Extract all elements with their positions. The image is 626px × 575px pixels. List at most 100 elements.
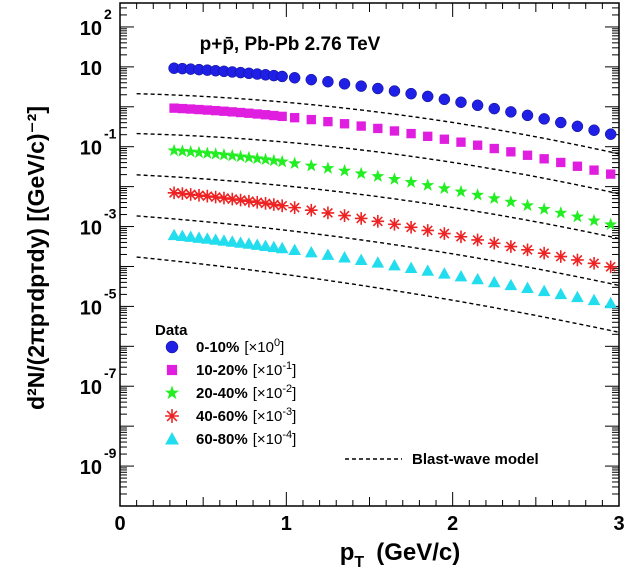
data-point bbox=[269, 110, 279, 121]
data-point bbox=[267, 153, 281, 167]
legend-scale-exponent: -4 bbox=[282, 429, 292, 441]
data-point bbox=[504, 240, 518, 253]
data-point bbox=[338, 164, 352, 177]
data-point bbox=[421, 224, 435, 237]
data-point bbox=[234, 193, 247, 207]
data-point bbox=[587, 256, 601, 270]
data-point bbox=[387, 172, 401, 185]
legend-scale: [×10 bbox=[253, 408, 283, 425]
y-tick-exponent: -1 bbox=[104, 126, 117, 142]
data-point bbox=[354, 212, 368, 225]
data-point bbox=[304, 158, 318, 172]
data-point bbox=[604, 296, 618, 309]
y-tick-exponent: -3 bbox=[104, 206, 117, 222]
data-point bbox=[242, 237, 256, 249]
data-point bbox=[267, 198, 281, 211]
data-point bbox=[354, 253, 368, 265]
data-point bbox=[217, 148, 231, 161]
model-curve bbox=[136, 174, 620, 240]
data-point bbox=[192, 231, 206, 243]
chart-title: p+p̄, Pb-Pb 2.76 TeV bbox=[200, 34, 381, 55]
data-point bbox=[504, 278, 518, 291]
y-tick-label: 10 bbox=[80, 18, 102, 40]
data-point bbox=[439, 134, 450, 144]
data-point bbox=[304, 203, 318, 217]
data-point bbox=[267, 240, 281, 253]
legend-scale-exponent: -1 bbox=[282, 360, 292, 372]
data-point bbox=[209, 233, 222, 245]
data-point bbox=[339, 119, 350, 129]
data-point bbox=[355, 80, 367, 92]
data-point bbox=[210, 105, 221, 116]
x-axis-label-main: p bbox=[340, 539, 355, 566]
data-point bbox=[167, 228, 181, 241]
legend-entries: 0-10% [×100]10-20% [×10-1]20-40% [×10-2]40-… bbox=[164, 337, 296, 448]
data-point bbox=[209, 190, 222, 204]
data-point bbox=[604, 260, 618, 274]
legend-marker bbox=[164, 385, 180, 400]
data-point bbox=[521, 243, 534, 257]
data-point bbox=[554, 206, 568, 219]
y-tick-label: 10 bbox=[80, 58, 102, 80]
data-point bbox=[275, 154, 289, 168]
data-point bbox=[456, 137, 466, 147]
data-point bbox=[554, 250, 568, 263]
x-tick-label: 2 bbox=[447, 513, 458, 535]
data-point bbox=[194, 104, 204, 115]
data-point bbox=[252, 109, 262, 119]
data-point bbox=[471, 99, 484, 112]
data-point bbox=[225, 148, 239, 162]
data-point bbox=[488, 102, 500, 115]
data-point bbox=[276, 70, 288, 83]
data-point bbox=[454, 230, 468, 244]
data-point bbox=[372, 82, 384, 95]
data-point bbox=[438, 227, 451, 240]
data-point bbox=[538, 113, 550, 125]
data-point bbox=[572, 161, 583, 171]
data-point bbox=[520, 198, 535, 212]
data-point bbox=[201, 232, 214, 244]
data-point bbox=[338, 78, 351, 90]
data-point bbox=[421, 264, 435, 276]
data-point bbox=[321, 248, 335, 260]
legend-scale-exponent: -2 bbox=[282, 383, 292, 395]
data-point bbox=[389, 126, 400, 136]
data-point bbox=[322, 75, 334, 88]
data-point bbox=[371, 256, 385, 268]
x-tick-label: 0 bbox=[114, 513, 125, 535]
legend-scale: [×10 bbox=[253, 362, 283, 379]
data-point bbox=[177, 103, 188, 114]
data-point bbox=[587, 293, 601, 306]
legend-scale-close: ] bbox=[292, 431, 296, 448]
data-point bbox=[421, 90, 434, 103]
y-tick-exponent: -7 bbox=[104, 365, 117, 381]
y-tick-exponent: -9 bbox=[104, 445, 117, 461]
data-point bbox=[537, 246, 551, 260]
legend-scale-close: ] bbox=[292, 385, 296, 402]
data-point bbox=[404, 175, 418, 188]
data-point bbox=[338, 251, 351, 263]
data-point bbox=[521, 281, 534, 294]
data-point bbox=[242, 194, 256, 208]
data-point bbox=[570, 209, 584, 223]
data-point bbox=[200, 146, 214, 159]
y-axis-label: d²N/(2πpᴛdpᴛdy) [(GeV/c)⁻²] bbox=[23, 106, 49, 410]
data-point bbox=[242, 150, 256, 164]
data-point bbox=[225, 192, 239, 206]
data-point bbox=[454, 270, 468, 282]
data-point bbox=[537, 284, 551, 297]
y-tick-label: 10 bbox=[80, 218, 102, 240]
data-point bbox=[371, 215, 385, 228]
model-curves bbox=[136, 92, 620, 333]
data-point bbox=[219, 106, 229, 116]
data-point bbox=[555, 116, 567, 129]
data-point bbox=[184, 144, 198, 158]
data-point bbox=[304, 246, 318, 258]
data-point bbox=[606, 169, 616, 179]
data-point bbox=[589, 165, 599, 175]
legend-label: 60-80% [×10-4] bbox=[196, 429, 296, 448]
legend-scale: [×10 bbox=[253, 385, 283, 402]
data-point bbox=[275, 241, 289, 254]
legend-marker bbox=[165, 340, 179, 354]
